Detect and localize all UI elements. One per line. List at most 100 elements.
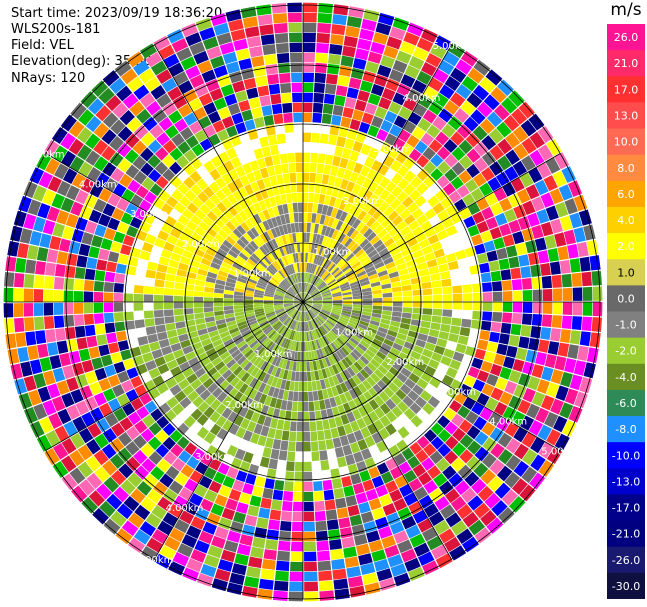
radar-gate bbox=[238, 252, 249, 261]
radar-gate bbox=[455, 343, 467, 354]
radar-gate bbox=[79, 385, 93, 400]
radar-gate bbox=[483, 351, 496, 363]
radar-gate bbox=[312, 296, 322, 300]
radar-gate bbox=[244, 349, 254, 359]
radar-gate bbox=[398, 106, 412, 120]
radar-gate bbox=[349, 119, 361, 131]
radar-gate bbox=[112, 384, 125, 398]
radar-gate bbox=[209, 411, 221, 423]
radar-gate bbox=[359, 355, 370, 365]
radar-gate bbox=[175, 239, 187, 250]
radar-gate bbox=[480, 272, 492, 283]
radar-gate bbox=[393, 530, 409, 544]
radar-gate bbox=[279, 72, 291, 84]
radar-gate bbox=[300, 302, 303, 312]
radar-gate bbox=[428, 358, 440, 370]
radar-gate bbox=[74, 267, 86, 280]
radar-gate bbox=[368, 399, 380, 411]
radar-gate bbox=[460, 50, 478, 67]
radar-gate bbox=[103, 302, 114, 313]
radar-gate bbox=[208, 480, 222, 494]
radar-gate bbox=[391, 316, 402, 323]
radar-gate bbox=[439, 84, 455, 100]
radar-gate bbox=[417, 422, 430, 435]
radar-gate bbox=[270, 418, 279, 429]
radar-gate bbox=[85, 370, 98, 385]
radar-gate bbox=[166, 396, 179, 409]
radar-gate bbox=[380, 252, 392, 261]
radar-gate bbox=[327, 278, 336, 286]
radar-gate bbox=[318, 3, 334, 14]
radar-gate bbox=[321, 309, 331, 314]
radar-gate bbox=[158, 402, 171, 415]
radar-gate bbox=[232, 190, 243, 202]
radar-gate bbox=[288, 360, 294, 371]
radar-gate bbox=[404, 557, 421, 572]
radar-gate bbox=[489, 427, 504, 442]
radar-gate bbox=[141, 177, 155, 191]
radar-gate bbox=[330, 252, 338, 262]
radar-gate bbox=[253, 267, 263, 275]
radar-gate bbox=[184, 402, 197, 415]
radar-gate bbox=[263, 416, 272, 427]
radar-gate bbox=[129, 101, 145, 117]
radar-gate bbox=[278, 246, 285, 257]
radar-gate bbox=[134, 420, 148, 434]
radar-gate bbox=[62, 365, 75, 380]
radar-gate bbox=[334, 325, 343, 333]
radar-gate bbox=[289, 571, 303, 582]
radar-gate bbox=[212, 338, 223, 348]
radar-gate bbox=[186, 373, 198, 384]
radar-gate bbox=[267, 314, 277, 320]
radar-gate bbox=[401, 196, 414, 208]
radar-gate bbox=[354, 48, 370, 61]
radar-gate bbox=[282, 203, 289, 214]
radar-gate bbox=[271, 366, 278, 377]
radar-gate bbox=[213, 293, 224, 298]
radar-gate bbox=[54, 425, 70, 442]
radar-gate bbox=[264, 327, 274, 336]
radar-gate bbox=[144, 233, 157, 245]
radar-gate bbox=[432, 222, 445, 234]
radar-gate bbox=[299, 242, 303, 253]
radar-gate bbox=[216, 391, 228, 403]
radar-gate bbox=[288, 308, 296, 316]
radar-gate bbox=[256, 235, 265, 246]
radar-gate bbox=[522, 302, 533, 314]
radar-gate bbox=[73, 302, 84, 315]
radar-gate bbox=[100, 354, 113, 367]
radar-gate bbox=[460, 100, 476, 116]
radar-gate bbox=[332, 302, 343, 304]
radar-gate bbox=[279, 313, 288, 321]
radar-gate bbox=[290, 223, 296, 233]
radar-gate bbox=[27, 199, 42, 216]
radar-gate bbox=[303, 212, 308, 223]
radar-gate bbox=[350, 351, 360, 361]
radar-gate bbox=[306, 283, 311, 293]
radar-gate bbox=[316, 327, 323, 338]
radar-gate bbox=[211, 206, 223, 218]
radar-gate bbox=[300, 292, 303, 302]
radar-gate bbox=[329, 314, 339, 320]
radar-gate bbox=[368, 273, 379, 281]
radar-gate bbox=[110, 510, 127, 527]
radar-gate bbox=[298, 262, 302, 273]
radar-gate bbox=[450, 457, 466, 472]
radar-gate bbox=[326, 277, 335, 285]
radar-gate bbox=[338, 65, 352, 77]
radar-gate bbox=[164, 316, 175, 324]
radar-gate bbox=[315, 266, 321, 276]
radar-gate bbox=[368, 147, 380, 160]
radar-gate bbox=[251, 327, 262, 335]
radar-gate bbox=[296, 302, 303, 309]
radar-gate bbox=[104, 364, 117, 378]
radar-gate bbox=[401, 143, 414, 156]
radar-gate bbox=[172, 552, 190, 567]
radar-gate bbox=[225, 281, 236, 288]
radar-gate bbox=[396, 220, 408, 232]
radar-gate bbox=[164, 280, 175, 289]
radar-gate bbox=[274, 334, 282, 344]
radar-gate bbox=[283, 300, 294, 302]
radar-gate bbox=[280, 440, 289, 451]
radar-gate bbox=[373, 185, 385, 197]
